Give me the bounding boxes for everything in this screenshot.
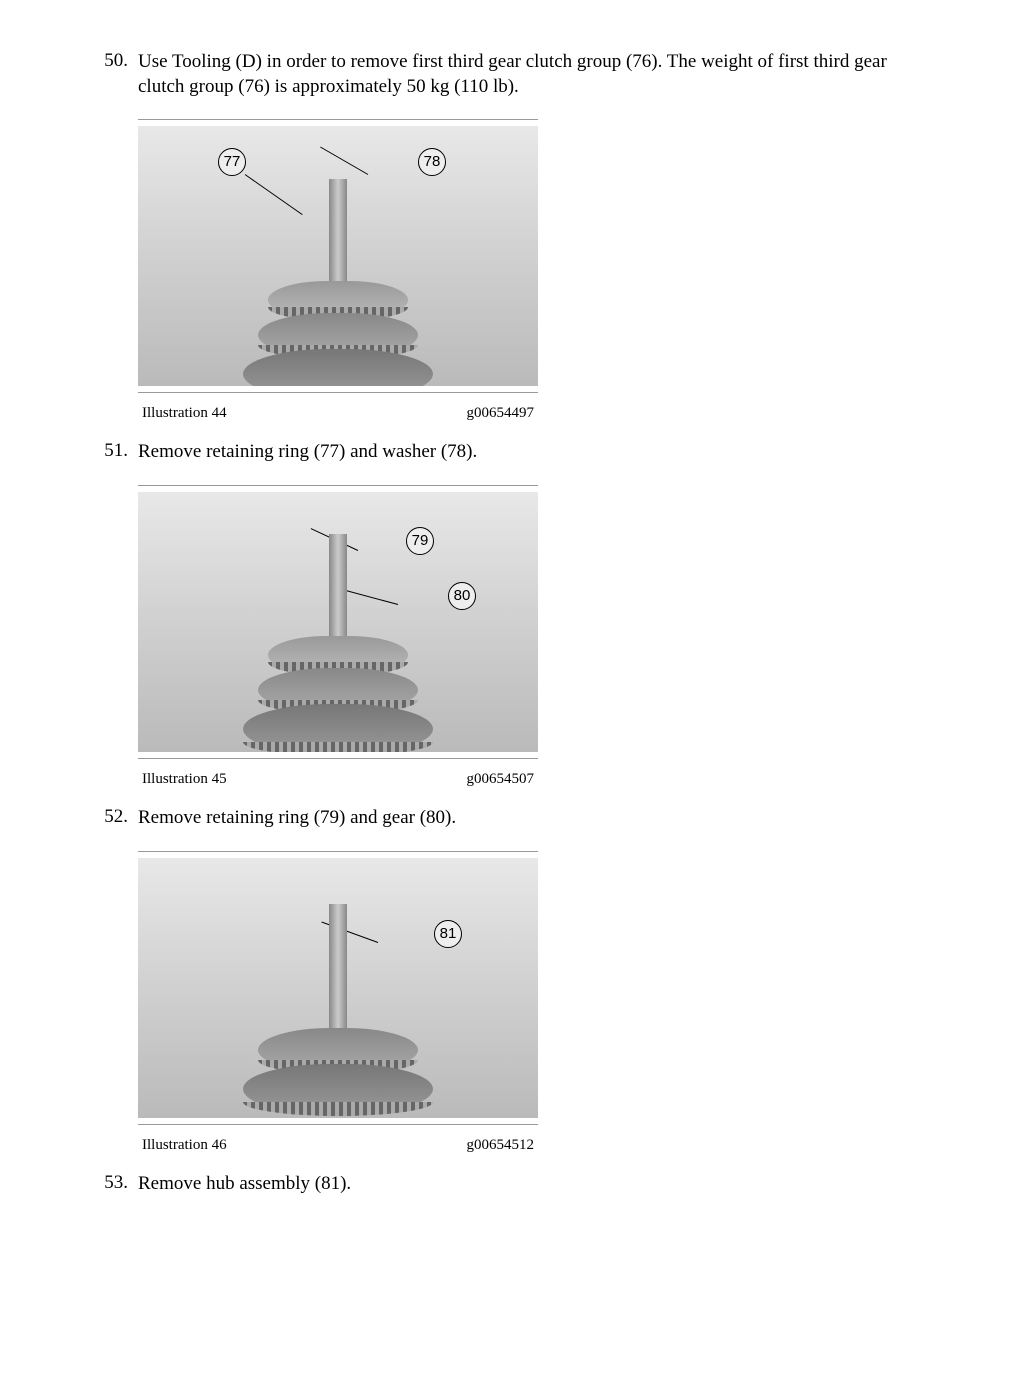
step-number: 52. [0, 806, 138, 843]
step-52: 52. Remove retaining ring (79) and gear … [0, 806, 934, 843]
illustration-code: g00654512 [467, 1137, 535, 1154]
step-number: 53. [0, 1172, 138, 1209]
step-number: 51. [0, 440, 138, 477]
step-text: Remove hub assembly (81). [138, 1172, 934, 1197]
step-text: Remove retaining ring (79) and gear (80)… [138, 806, 934, 831]
figure-divider [138, 758, 538, 759]
figure-45: 79 80 Illustration 45 g00654507 [138, 485, 538, 788]
gear-assembly-icon [243, 904, 433, 1114]
step-53: 53. Remove hub assembly (81). [0, 1172, 934, 1209]
step-51: 51. Remove retaining ring (77) and washe… [0, 440, 934, 477]
figure-46: 81 Illustration 46 g00654512 [138, 851, 538, 1154]
step-50: 50. Use Tooling (D) in order to remove f… [0, 50, 934, 111]
figure-image: 79 80 [138, 492, 538, 752]
step-text: Use Tooling (D) in order to remove first… [138, 50, 934, 99]
figure-caption: Illustration 46 g00654512 [138, 1137, 538, 1154]
figure-caption: Illustration 45 g00654507 [138, 771, 538, 788]
figure-divider [138, 1124, 538, 1125]
figure-divider [138, 485, 538, 486]
illustration-label: Illustration 44 [142, 405, 227, 422]
figure-caption: Illustration 44 g00654497 [138, 405, 538, 422]
step-content: Remove hub assembly (81). [138, 1172, 934, 1209]
callout-81: 81 [434, 920, 462, 948]
step-content: Remove retaining ring (79) and gear (80)… [138, 806, 934, 843]
illustration-code: g00654507 [467, 771, 535, 788]
step-text: Remove retaining ring (77) and washer (7… [138, 440, 934, 465]
illustration-code: g00654497 [467, 405, 535, 422]
figure-divider [138, 119, 538, 120]
callout-80: 80 [448, 582, 476, 610]
gear-assembly-icon [243, 534, 433, 752]
figure-image: 81 [138, 858, 538, 1118]
step-content: Remove retaining ring (77) and washer (7… [138, 440, 934, 477]
figure-divider [138, 851, 538, 852]
illustration-label: Illustration 46 [142, 1137, 227, 1154]
leader-line [320, 147, 368, 175]
figure-divider [138, 392, 538, 393]
callout-78: 78 [418, 148, 446, 176]
callout-77: 77 [218, 148, 246, 176]
step-number: 50. [0, 50, 138, 111]
figure-image: 77 78 [138, 126, 538, 386]
illustration-label: Illustration 45 [142, 771, 227, 788]
gear-assembly-icon [243, 179, 433, 386]
step-content: Use Tooling (D) in order to remove first… [138, 50, 934, 111]
figure-44: 77 78 Illustration 44 g00654497 [138, 119, 538, 422]
